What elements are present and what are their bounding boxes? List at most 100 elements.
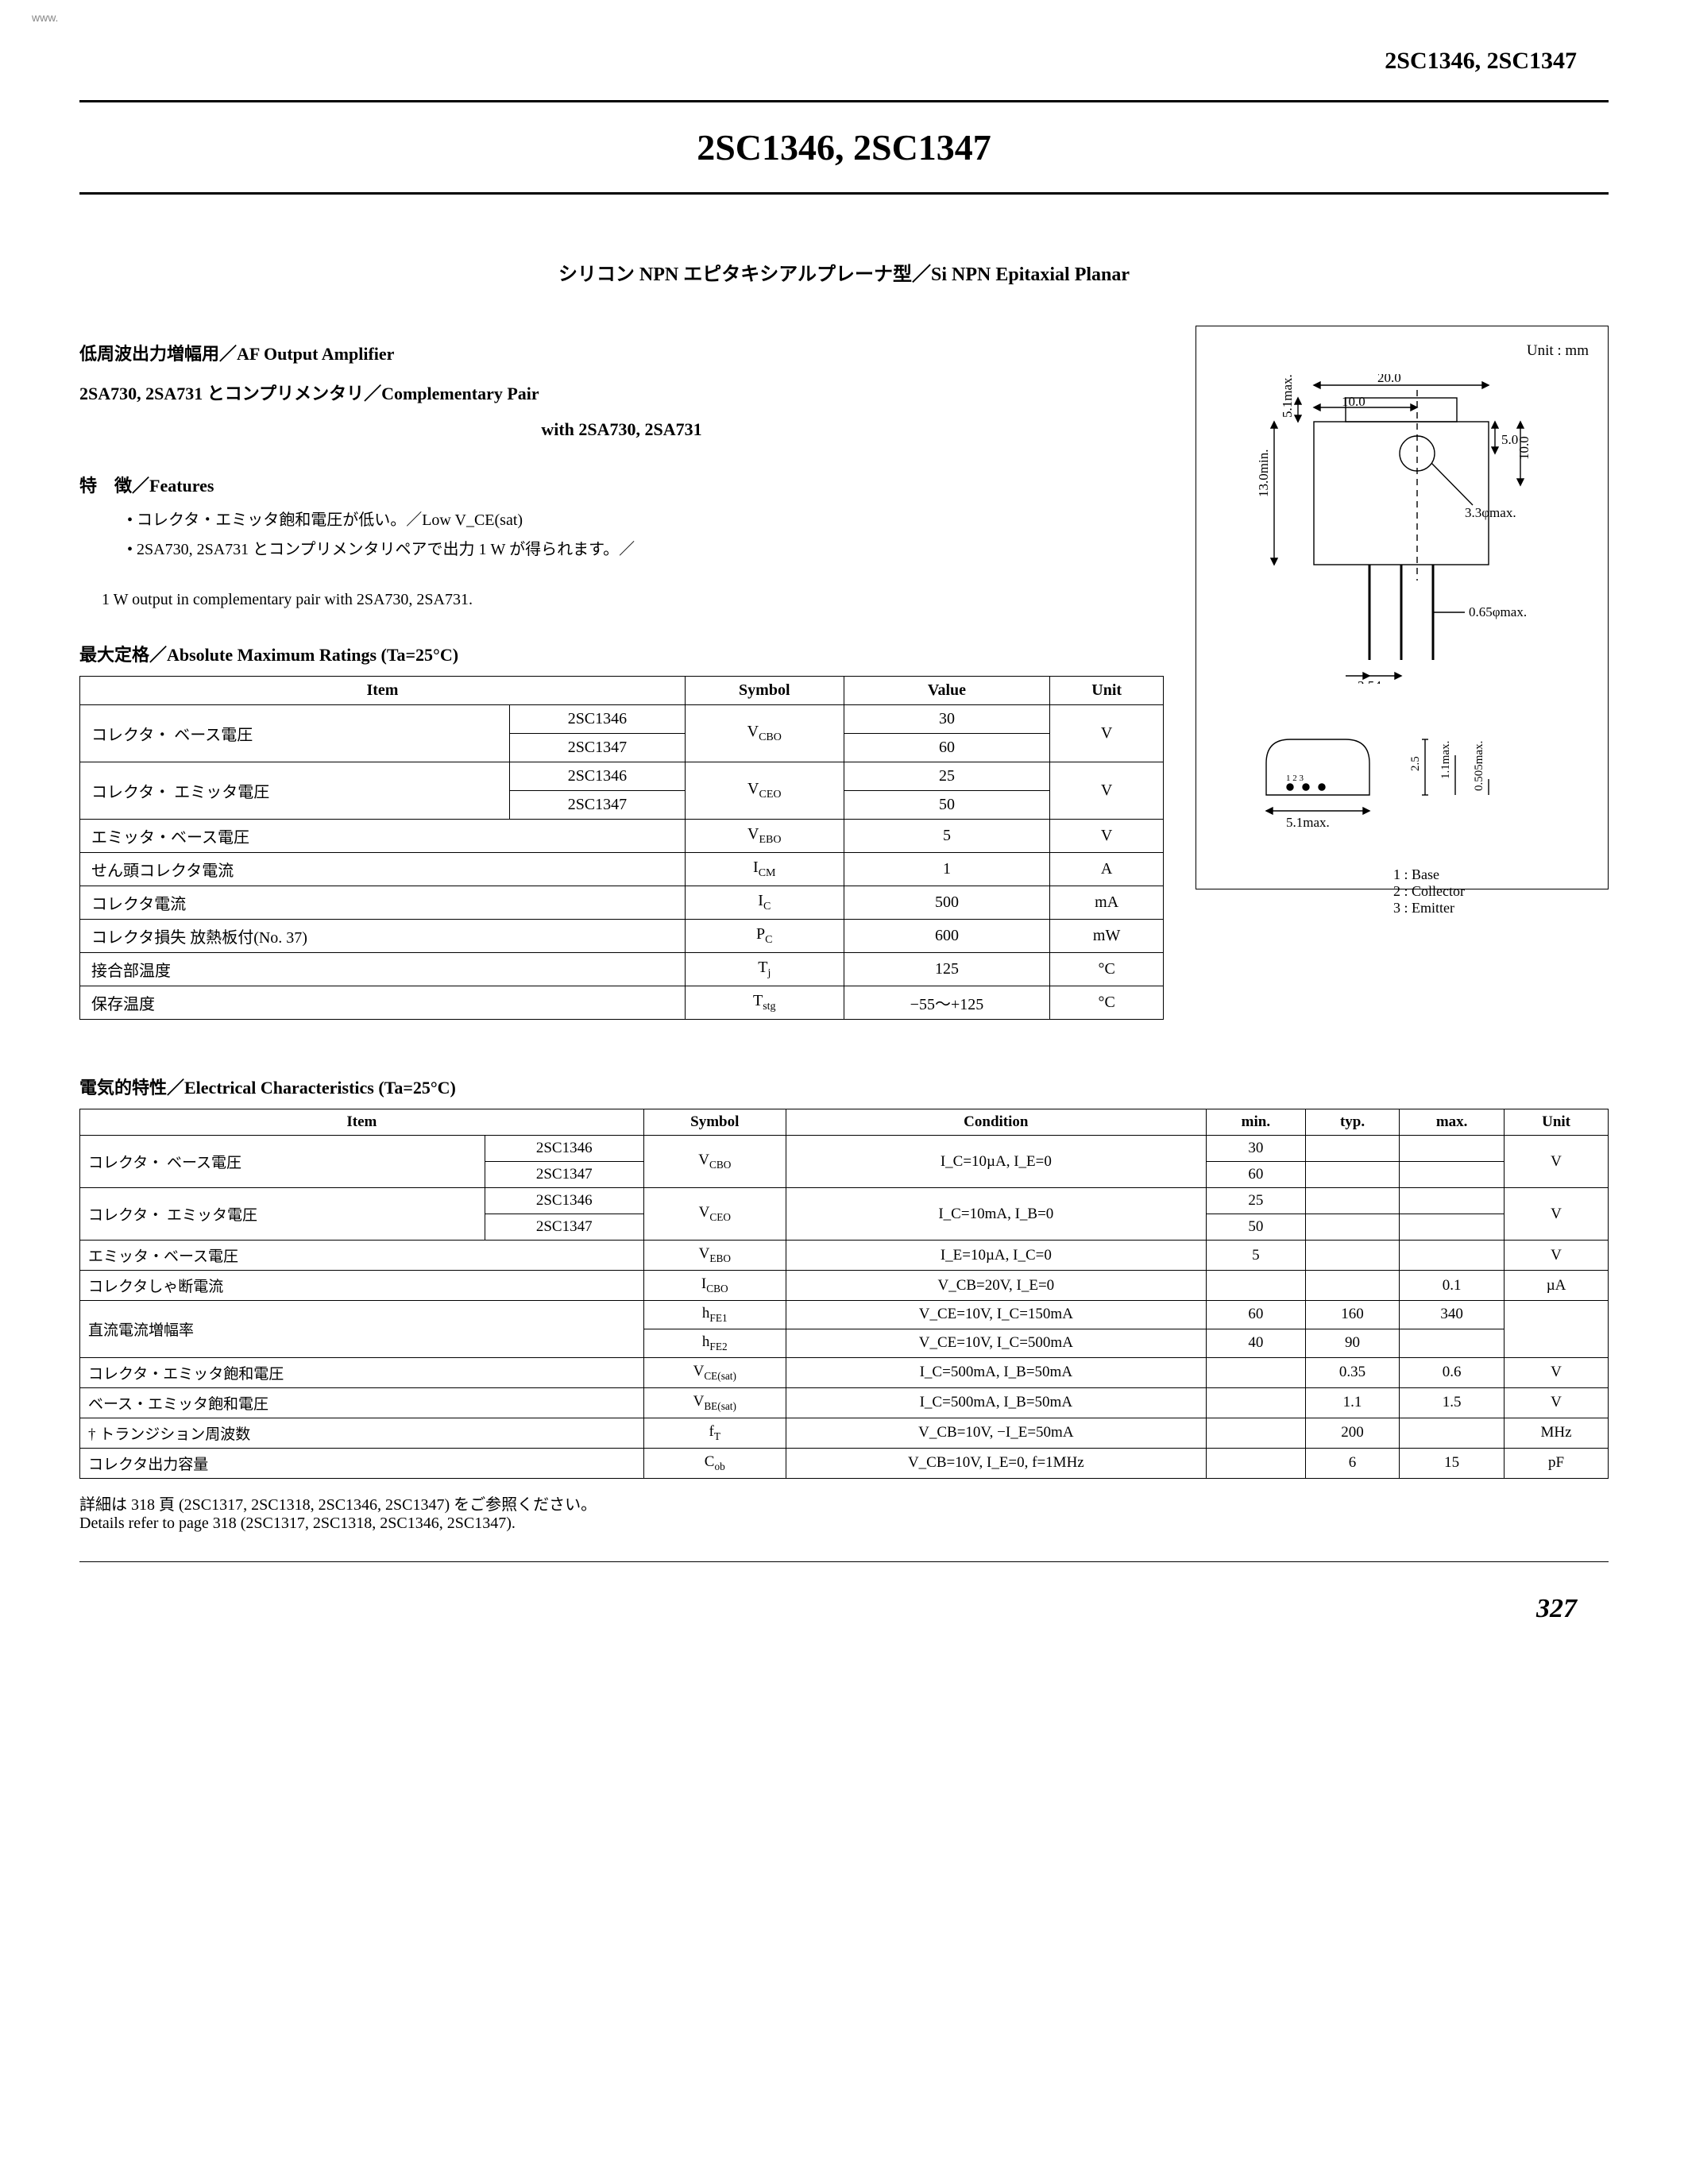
- ratings-table: Item Symbol Value Unit コレクタ・ ベース電圧 2SC13…: [79, 676, 1164, 1020]
- feature-item: コレクタ・エミッタ飽和電圧が低い。／Low V_CE(sat): [127, 507, 1164, 530]
- cell: 25: [1206, 1188, 1305, 1214]
- cell: V_CE=10V, I_C=150mA: [786, 1301, 1206, 1329]
- cell: °C: [1050, 986, 1164, 1020]
- cell: 30: [1206, 1136, 1305, 1162]
- cell: 2SC1346: [509, 705, 685, 734]
- cell: 600: [844, 920, 1050, 953]
- dim-lead-dia: 0.65φmax.: [1469, 604, 1527, 619]
- cell: Tstg: [685, 986, 844, 1020]
- dim-2p5: 2.5: [1409, 756, 1422, 771]
- cell: ICM: [685, 853, 844, 886]
- cell: fT: [643, 1418, 786, 1448]
- elec-table: Item Symbol Condition min. typ. max. Uni…: [79, 1109, 1609, 1479]
- cell: V: [1505, 1241, 1609, 1271]
- cell: 2SC1346: [485, 1188, 643, 1214]
- col-typ: typ.: [1305, 1109, 1399, 1136]
- dim-1p1: 1.1max.: [1439, 741, 1452, 779]
- cell: V_CB=10V, −I_E=50mA: [786, 1418, 1206, 1448]
- cell: 60: [1206, 1301, 1305, 1329]
- cell: I_C=500mA, I_B=50mA: [786, 1387, 1206, 1418]
- cell: 1: [844, 853, 1050, 886]
- cell: V: [1505, 1357, 1609, 1387]
- cell: I_C=10mA, I_B=0: [786, 1188, 1206, 1241]
- cell: −55〜+125: [844, 986, 1050, 1020]
- footnotes: 詳細は 318 頁 (2SC1317, 2SC1318, 2SC1346, 2S…: [79, 1491, 1609, 1533]
- cell: 500: [844, 886, 1050, 920]
- cell: VEBO: [685, 820, 844, 853]
- cell: 5: [1206, 1241, 1305, 1271]
- col-condition: Condition: [786, 1109, 1206, 1136]
- dim-10: 10.0: [1516, 436, 1532, 460]
- cell: 200: [1305, 1418, 1399, 1448]
- cell: I_C=500mA, I_B=50mA: [786, 1357, 1206, 1387]
- cell: 60: [1206, 1162, 1305, 1188]
- dim-thickness: 5.1max.: [1286, 815, 1330, 830]
- cell: hFE2: [643, 1329, 786, 1357]
- cell: コレクタ・ ベース電圧: [80, 1136, 485, 1188]
- cell: せん頭コレクタ電流: [80, 853, 686, 886]
- dim-hole-dia: 3.3φmax.: [1465, 505, 1516, 520]
- main-title: 2SC1346, 2SC1347: [79, 126, 1609, 168]
- cell: V: [1505, 1387, 1609, 1418]
- footnote-en: Details refer to page 318 (2SC1317, 2SC1…: [79, 1515, 1609, 1533]
- cell: VCEO: [643, 1188, 786, 1241]
- cell: 2SC1347: [485, 1162, 643, 1188]
- cell: mA: [1050, 886, 1164, 920]
- rule: [79, 192, 1609, 195]
- cell: コレクタ損失 放熱板付(No. 37): [80, 920, 686, 953]
- dim-body-width: 20.0: [1377, 374, 1401, 385]
- cell: V: [1505, 1136, 1609, 1188]
- cell: Tj: [685, 953, 844, 986]
- col-symbol: Symbol: [685, 677, 844, 705]
- application-line3: with 2SA730, 2SA731: [79, 419, 1164, 440]
- cell: コレクタ・エミッタ飽和電圧: [80, 1357, 644, 1387]
- watermark: www.: [32, 11, 58, 24]
- cell: A: [1050, 853, 1164, 886]
- cell: 接合部温度: [80, 953, 686, 986]
- dim-pitch: 2.54: [1358, 678, 1381, 684]
- device-subtitle: シリコン NPN エピタキシアルプレーナ型／Si NPN Epitaxial P…: [79, 258, 1609, 286]
- package-side-view: 1 2 3 5.1max. 2.5 1.1max. 0.505max.: [1219, 716, 1584, 859]
- cell: 0.1: [1400, 1271, 1505, 1301]
- cell: 5: [844, 820, 1050, 853]
- cell: VCBO: [685, 705, 844, 762]
- cell: VBE(sat): [643, 1387, 786, 1418]
- cell: µA: [1505, 1271, 1609, 1301]
- cell: VCEO: [685, 762, 844, 820]
- cell: V: [1050, 762, 1164, 820]
- cell: 340: [1400, 1301, 1505, 1329]
- cell: mW: [1050, 920, 1164, 953]
- feature-cont: 1 W output in complementary pair with 2S…: [102, 591, 1164, 609]
- cell: 160: [1305, 1301, 1399, 1329]
- cell: 1.5: [1400, 1387, 1505, 1418]
- cell: エミッタ・ベース電圧: [80, 1241, 644, 1271]
- footnote-jp: 詳細は 318 頁 (2SC1317, 2SC1318, 2SC1346, 2S…: [79, 1491, 1609, 1515]
- cell: 50: [1206, 1214, 1305, 1241]
- cell: ベース・エミッタ飽和電圧: [80, 1387, 644, 1418]
- features-list: コレクタ・エミッタ飽和電圧が低い。／Low V_CE(sat) 2SA730, …: [95, 507, 1164, 559]
- cell: hFE1: [643, 1301, 786, 1329]
- cell: VCBO: [643, 1136, 786, 1188]
- cell: °C: [1050, 953, 1164, 986]
- cell: 2SC1347: [485, 1214, 643, 1241]
- col-unit: Unit: [1505, 1109, 1609, 1136]
- application-line1: 低周波出力増幅用／AF Output Amplifier: [79, 340, 1164, 365]
- cell: 保存温度: [80, 986, 686, 1020]
- cell: V_CB=20V, I_E=0: [786, 1271, 1206, 1301]
- rule: [79, 1561, 1609, 1562]
- cell: pF: [1505, 1448, 1609, 1478]
- cell: 6: [1305, 1448, 1399, 1478]
- cell: コレクタしゃ断電流: [80, 1271, 644, 1301]
- cell: V: [1505, 1188, 1609, 1241]
- cell: コレクタ出力容量: [80, 1448, 644, 1478]
- cell: 30: [844, 705, 1050, 734]
- cell: VCE(sat): [643, 1357, 786, 1387]
- page-number: 327: [79, 1594, 1609, 1624]
- cell: 1.1: [1305, 1387, 1399, 1418]
- package-diagram: Unit : mm: [1196, 326, 1609, 889]
- cell: MHz: [1505, 1418, 1609, 1448]
- cell: コレクタ・ エミッタ電圧: [80, 1188, 485, 1241]
- cell: コレクタ・ エミッタ電圧: [80, 762, 510, 820]
- elec-heading: 電気的特性／Electrical Characteristics (Ta=25°…: [79, 1074, 1609, 1099]
- cell: ICBO: [643, 1271, 786, 1301]
